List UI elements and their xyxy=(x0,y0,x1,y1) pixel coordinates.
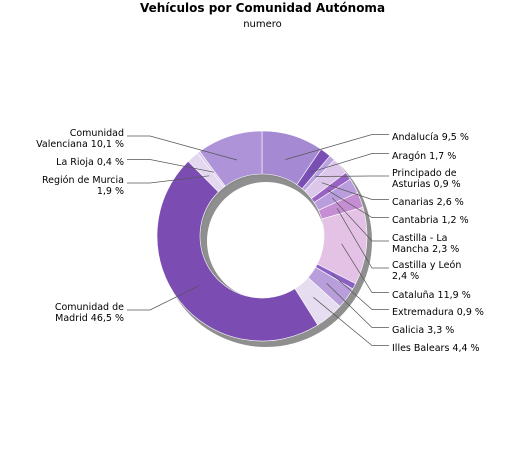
leader-line-illes-balears xyxy=(313,297,389,346)
slice-label-castilla-y-leon: Castilla y León 2,4 % xyxy=(392,260,461,282)
donut-slices xyxy=(156,130,368,342)
slice-labels: Andalucía 9,5 % Aragón 1,7 % Principado de… xyxy=(36,128,484,354)
leader-line-comunidad-de-madrid xyxy=(127,285,200,311)
slice-comunidad-de-madrid xyxy=(156,160,319,342)
slice-label-line: Cantabria 1,2 % xyxy=(392,215,469,226)
leader-line-cataluna xyxy=(341,243,389,293)
leader-line-canarias xyxy=(321,182,389,200)
slice-label-line: Comunidad xyxy=(70,128,124,139)
slice-label-cataluna: Cataluña 11,9 % xyxy=(392,290,471,301)
leader-line-castilla-y-leon xyxy=(336,208,389,269)
slice-label-castilla-la-mancha: Castilla - La Mancha 2,3 % xyxy=(392,233,459,255)
slice-label-region-de-murcia: Región de Murcia 1,9 % xyxy=(42,175,124,197)
slice-label-illes-balears: Illes Balears 4,4 % xyxy=(392,343,480,354)
slice-label-cantabria: Cantabria 1,2 % xyxy=(392,215,469,226)
slice-label-principado-de-asturias: Principado de Asturias 0,9 % xyxy=(392,168,461,190)
slice-label-la-rioja: La Rioja 0,4 % xyxy=(56,157,124,168)
slice-label-line: Andalucía 9,5 % xyxy=(392,132,469,143)
slice-label-line: Galicia 3,3 % xyxy=(392,325,454,336)
chart-subtitle: numero xyxy=(243,19,282,30)
slice-label-aragon: Aragón 1,7 % xyxy=(392,151,456,162)
slice-label-extremadura: Extremadura 0,9 % xyxy=(392,307,484,318)
slice-label-line: Región de Murcia xyxy=(42,175,124,186)
leader-line-principado-de-asturias xyxy=(315,175,389,177)
slice-label-line: Canarias 2,6 % xyxy=(392,197,464,208)
slice-label-line: Illes Balears 4,4 % xyxy=(392,343,480,354)
slice-label-line: Madrid 46,5 % xyxy=(55,313,124,324)
slice-label-canarias: Canarias 2,6 % xyxy=(392,197,464,208)
slice-label-line: Castilla - La xyxy=(392,233,447,244)
slice-label-line: Aragón 1,7 % xyxy=(392,151,456,162)
chart-title: Vehículos por Comunidad Autónoma xyxy=(139,1,386,15)
slice-label-line: Castilla y León xyxy=(392,260,461,271)
slice-label-line: Extremadura 0,9 % xyxy=(392,307,484,318)
leader-line-extremadura xyxy=(331,274,389,310)
leader-line-region-de-murcia xyxy=(127,175,210,184)
slice-label-galicia: Galicia 3,3 % xyxy=(392,325,454,336)
slice-label-line: Valenciana 10,1 % xyxy=(36,139,124,150)
leader-line-andalucia xyxy=(285,134,389,160)
slice-label-line: 2,4 % xyxy=(392,271,419,282)
slice-label-line: La Rioja 0,4 % xyxy=(56,157,124,168)
slice-label-line: Mancha 2,3 % xyxy=(392,244,459,255)
slice-label-comunidad-valenciana: Comunidad Valenciana 10,1 % xyxy=(36,128,124,150)
leader-line-la-rioja xyxy=(127,159,214,173)
slice-label-line: 1,9 % xyxy=(97,186,124,197)
leader-line-aragon xyxy=(310,153,389,173)
slice-label-line: Cataluña 11,9 % xyxy=(392,290,471,301)
slice-label-line: Comunidad de xyxy=(55,302,124,313)
leader-line-cantabria xyxy=(327,189,389,218)
slice-label-line: Asturias 0,9 % xyxy=(392,179,461,190)
leader-line-comunidad-valenciana xyxy=(127,135,238,161)
slice-label-comunidad-de-madrid: Comunidad de Madrid 46,5 % xyxy=(55,302,124,324)
slice-label-andalucia: Andalucía 9,5 % xyxy=(392,132,469,143)
leader-lines xyxy=(127,134,389,346)
slice-label-line: Principado de xyxy=(392,168,457,179)
leader-line-castilla-la-mancha xyxy=(331,197,389,242)
leader-line-galicia xyxy=(326,282,389,328)
